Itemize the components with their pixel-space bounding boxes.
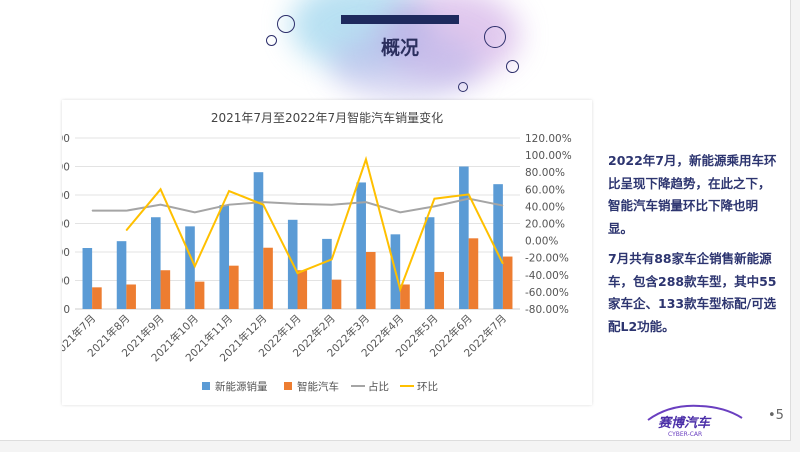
y2-tick-label: 100.00% [525,150,572,162]
bar-nev-sales [116,241,127,309]
bar-nev-sales [322,238,332,309]
y-tick-label: 100000 [62,276,70,288]
bar-smart-car [263,247,273,309]
line-point [468,198,470,200]
y2-tick-label: 60.00% [525,184,565,196]
y2-tick-label: -60.00% [525,287,569,299]
y-tick-label: 300000 [62,219,70,231]
bar-smart-car [160,270,171,309]
line-point [262,204,264,206]
bar-nev-sales [493,184,503,309]
bar-smart-car [468,238,479,309]
summary-paragraph: 7月共有88家车企销售新能源车，包含288款车型，其中55家车企、133款车型标… [608,251,777,334]
line-point [502,263,504,265]
line-point [125,229,127,231]
decor-circle [458,82,468,92]
y2-tick-label: -40.00% [525,270,569,282]
y2-tick-label: 120.00% [525,133,572,145]
y-tick-label: 200000 [62,247,70,259]
bar-nev-sales [150,217,161,309]
line-point [262,201,264,203]
line-share [92,197,504,214]
chart: 2021年7月至2022年7月智能汽车销量变化 0 100000 200000 300… [30,100,592,405]
bar-nev-sales [82,248,93,309]
y-tick-label: 500000 [62,162,70,174]
line-point [399,211,401,213]
legend-label: 新能源销量 [215,380,268,393]
y-tick-label: 600000 [62,133,70,145]
bar-smart-car [126,284,136,309]
line-point [331,258,333,260]
y2-tick-label: 40.00% [525,201,565,213]
bar-nev-sales [459,166,469,309]
line-point [468,193,470,195]
chart-svg: 2021年7月至2022年7月智能汽车销量变化 0 100000 200000 300… [30,110,572,393]
brand-logo: 赛博汽车 CYBER-CAR [647,404,743,438]
svg-text:赛博汽车: 赛博汽车 [658,415,712,431]
slide: 概况 2021年7月至2022年7月智能汽车销量变化 0 100000 200000… [0,0,791,441]
legend-label: 智能汽车 [297,380,339,393]
bar-smart-car [400,284,410,309]
watercolor-splash [330,30,480,100]
line-point [91,210,93,212]
line-point [365,201,367,203]
bar-smart-car [502,256,513,309]
page-number: •5 [768,408,784,423]
bar-smart-car [297,270,308,309]
bar-smart-car [194,281,205,309]
bar-nev-sales [253,172,264,309]
legend-swatch [284,382,292,390]
line-point [125,210,127,212]
line-point [194,265,196,267]
y2-tick-label: 0.00% [525,236,558,248]
y-tick-label: 0 [63,304,70,316]
line-point [433,198,435,200]
line-mom [125,155,504,293]
decor-circle [266,35,277,46]
line-point [228,204,230,206]
bar-nev-sales [424,217,435,309]
bar-nev-sales [356,182,366,309]
line-point [331,204,333,206]
line-point [365,158,367,160]
line-point [160,204,162,206]
line-point [160,188,162,190]
summary-paragraph: 2022年7月，新能源乘用车环比呈现下降趋势，在此之下，智能汽车销量环比下降也明… [608,153,777,236]
line-point [433,205,435,207]
line-point [228,190,230,192]
line-point [502,205,504,207]
bar-smart-car [365,252,376,309]
y-tick-label: 400000 [62,190,70,202]
decor-circle [277,15,295,33]
bar-nev-sales [219,204,230,309]
y2-tick-label: 20.00% [525,219,565,231]
summary-text: 2022年7月，新能源乘用车环比呈现下降趋势，在此之下，智能汽车销量环比下降也明… [608,150,778,346]
line-point [399,288,401,290]
legend-swatch [202,382,210,390]
bar-smart-car [434,271,445,309]
bar-smart-car [229,265,239,309]
bar-smart-car [92,287,102,309]
decor-circle [484,26,506,48]
bar-smart-car [331,279,342,309]
legend-label: 占比 [368,380,389,393]
svg-text:CYBER-CAR: CYBER-CAR [668,431,702,438]
line-point [297,272,298,274]
chart-title: 2021年7月至2022年7月智能汽车销量变化 [211,110,443,125]
page-title: 概况 [380,37,419,59]
y2-tick-label: -80.00% [525,304,569,316]
line-point [194,211,196,213]
y2-tick-label: -20.00% [525,253,569,265]
decor-circle [506,60,519,73]
bar-nev-sales [185,226,195,309]
line-point [297,203,298,205]
y2-tick-label: 80.00% [525,167,565,179]
legend-label: 环比 [417,380,438,393]
title-bar [341,15,459,24]
